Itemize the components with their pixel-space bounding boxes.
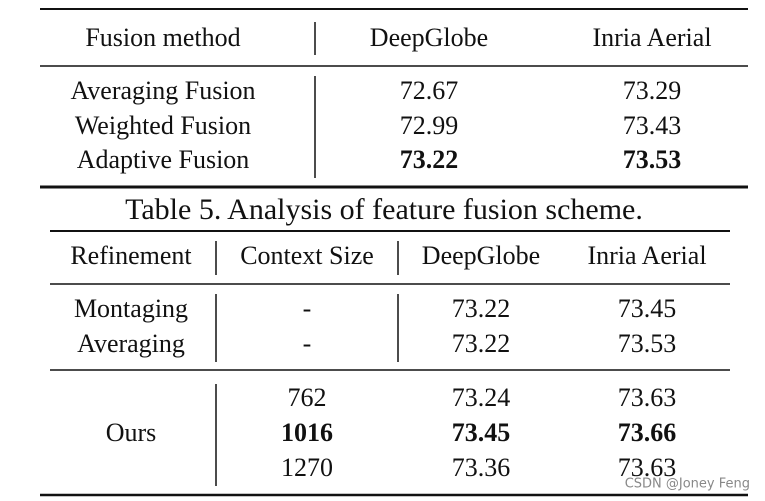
cell: 73.45 xyxy=(618,294,677,323)
group-label: Ours xyxy=(106,418,157,447)
cell: 73.22 xyxy=(400,145,459,174)
header-cell: Context Size xyxy=(240,241,374,270)
cell: 73.36 xyxy=(452,453,511,482)
cell: Montaging xyxy=(74,294,188,323)
cell: 73.53 xyxy=(618,329,677,358)
cell: 72.99 xyxy=(400,111,459,140)
cell: 73.24 xyxy=(452,383,511,412)
header-cell: Refinement xyxy=(70,241,192,270)
cell: 73.53 xyxy=(623,145,682,174)
cell: Adaptive Fusion xyxy=(77,145,250,174)
cell: Averaging Fusion xyxy=(70,76,255,105)
cell: 73.63 xyxy=(618,453,677,482)
header-cell: DeepGlobe xyxy=(422,241,540,270)
cell: 73.45 xyxy=(452,418,511,447)
cell: 73.22 xyxy=(452,329,511,358)
caption: Table 5. Analysis of feature fusion sche… xyxy=(125,193,643,226)
header-cell: Fusion method xyxy=(85,23,240,52)
cell: 1016 xyxy=(281,418,333,447)
cell: - xyxy=(303,329,312,358)
cell: 72.67 xyxy=(400,76,459,105)
watermark: CSDN @Joney Feng xyxy=(625,477,750,492)
cell: 73.66 xyxy=(618,418,677,447)
cell: Averaging xyxy=(77,329,185,358)
cell: 73.43 xyxy=(623,111,682,140)
cell: 73.63 xyxy=(618,383,677,412)
cell: 73.22 xyxy=(452,294,511,323)
cell: - xyxy=(303,294,312,323)
header-cell: Inria Aerial xyxy=(592,23,711,52)
header-cell: DeepGlobe xyxy=(370,23,488,52)
cell: 73.29 xyxy=(623,76,682,105)
cell: 762 xyxy=(288,383,327,412)
cell: 1270 xyxy=(281,453,333,482)
header-cell: Inria Aerial xyxy=(587,241,706,270)
cell: Weighted Fusion xyxy=(75,111,251,140)
